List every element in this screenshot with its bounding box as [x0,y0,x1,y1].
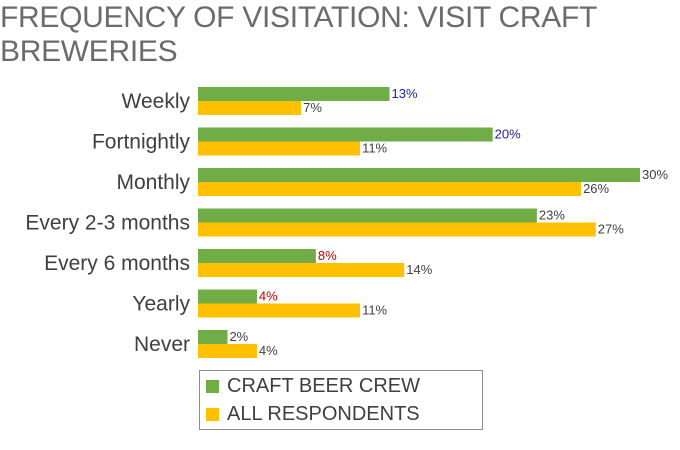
chart-title: FREQUENCY OF VISITATION: VISIT CRAFT BRE… [0,1,597,68]
bar-craft-beer-crew-never [198,330,228,344]
bar-craft-beer-crew-fortnightly [198,127,493,142]
legend-swatch-craft-beer-crew [206,379,219,393]
bar-all-respondents-every-2-3-months [198,222,596,237]
category-labels: Weekly Fortnightly Monthly Every 2-3 months… [25,90,190,356]
bar-all-respondents-yearly [198,303,361,318]
value-label-craft-beer-crew-every-2-3-months: 23% [539,208,565,223]
bar-craft-beer-crew-every-2-3-months [198,208,537,223]
legend-label-craft-beer-crew: CRAFT BEER CREW [227,374,420,397]
value-labels: 13% 7% 20% 11% 30% 26% 23% 27% 8% 14% 4% 11% 2% 4% [229,86,668,358]
category-label-never: Never [134,333,190,356]
value-label-all-respondents-fortnightly: 11% [362,141,387,156]
value-label-craft-beer-crew-weekly: 13% [392,86,418,101]
bar-all-respondents-fortnightly [198,141,361,156]
value-label-craft-beer-crew-every-6-months: 8% [318,248,337,263]
bars [198,87,640,358]
value-label-craft-beer-crew-yearly: 4% [259,289,278,304]
value-label-all-respondents-yearly: 11% [362,303,387,318]
value-label-all-respondents-never: 4% [259,343,278,358]
legend-item-all-respondents: ALL RESPONDENTS [206,401,420,427]
value-label-craft-beer-crew-fortnightly: 20% [495,127,521,142]
legend-label-all-respondents: ALL RESPONDENTS [227,402,420,425]
bar-all-respondents-never [198,344,257,358]
category-label-weekly: Weekly [122,90,191,113]
value-label-craft-beer-crew-never: 2% [229,329,248,344]
bar-all-respondents-every-6-months [198,263,405,277]
bar-craft-beer-crew-monthly [198,168,640,182]
bar-all-respondents-weekly [198,101,302,115]
legend: CRAFT BEER CREW ALL RESPONDENTS [199,370,483,430]
category-label-monthly: Monthly [116,171,190,194]
category-label-every-6-months: Every 6 months [44,252,190,275]
bar-all-respondents-monthly [198,182,582,196]
value-label-all-respondents-monthly: 26% [583,181,609,196]
bar-craft-beer-crew-every-6-months [198,249,316,263]
legend-swatch-all-respondents [206,407,219,421]
bar-chart: Weekly Fortnightly Monthly Every 2-3 months… [25,86,668,358]
bar-craft-beer-crew-yearly [198,289,257,304]
value-label-all-respondents-every-2-3-months: 27% [598,222,624,237]
category-label-yearly: Yearly [132,293,190,316]
value-label-all-respondents-weekly: 7% [303,100,322,115]
category-label-fortnightly: Fortnightly [92,131,191,154]
category-label-every-2-3-months: Every 2-3 months [25,212,190,235]
bar-craft-beer-crew-weekly [198,87,390,101]
value-label-all-respondents-every-6-months: 14% [406,262,432,277]
value-label-craft-beer-crew-monthly: 30% [642,167,668,182]
legend-item-craft-beer-crew: CRAFT BEER CREW [206,373,420,399]
